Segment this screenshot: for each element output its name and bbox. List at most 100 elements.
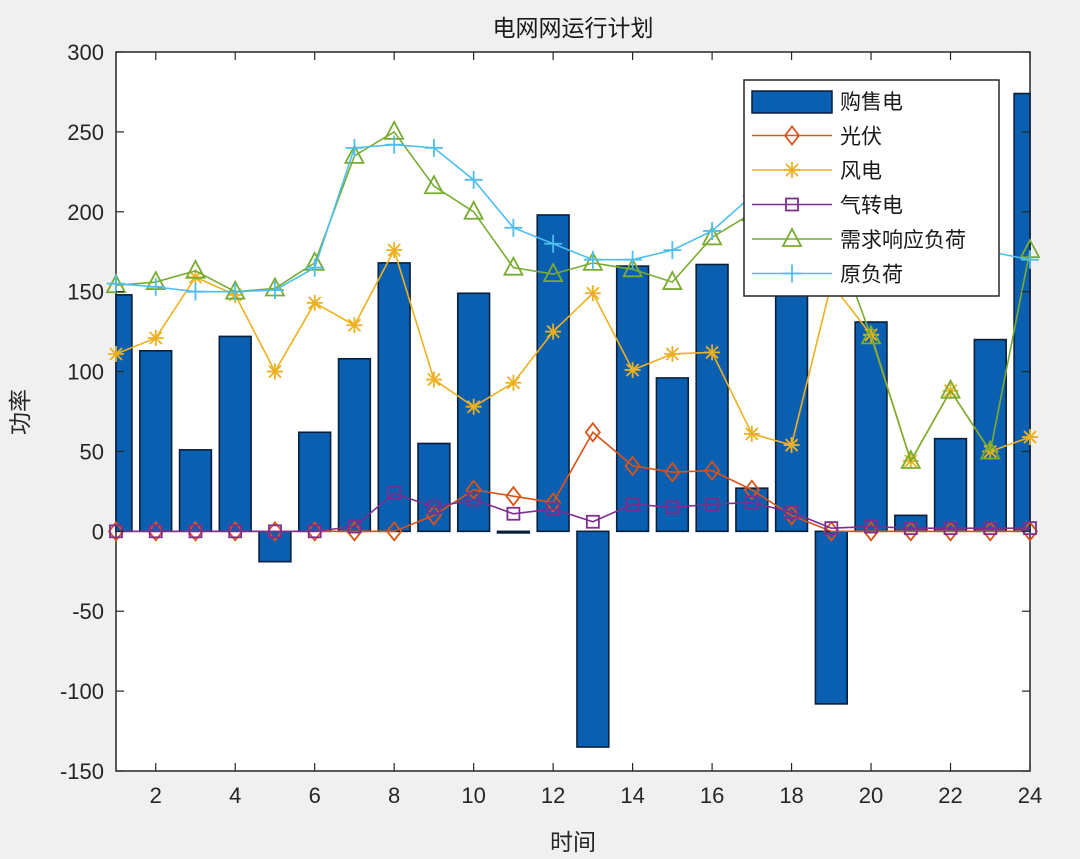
legend-label: 光伏 [840,125,882,149]
series-marker [347,519,362,534]
legend-label: 需求响应负荷 [840,228,966,252]
series-marker [705,497,719,512]
series-marker [506,506,521,521]
series-marker [783,504,800,526]
y-tick-label: 150 [67,280,104,305]
bar [615,265,650,533]
series-marker [979,439,1001,460]
series-marker [544,234,563,253]
y-tick-label: 50 [80,439,104,464]
series-marker [584,421,602,443]
x-tick-label: 12 [541,783,565,808]
y-tick-label: 100 [67,360,104,385]
series-marker [943,521,958,536]
bar [695,263,729,533]
series-marker [545,323,562,340]
series-marker [661,270,683,290]
series-marker [463,199,485,220]
x-tick-label: 16 [700,783,724,808]
series-marker [386,520,403,542]
series-marker [227,520,244,542]
series-marker [423,174,445,195]
series-marker [983,521,998,536]
bar [655,377,690,533]
bar [814,530,848,705]
series-marker [107,520,125,542]
bar [774,250,809,533]
bar [139,349,173,533]
series-marker [346,317,363,334]
x-tick-label: 6 [309,783,321,808]
series-marker [147,330,164,347]
series-marker [665,500,680,515]
series-marker [268,524,282,539]
series-marker [1021,250,1039,269]
x-tick-label: 10 [461,783,485,808]
bar [178,449,213,533]
series-marker [505,485,522,507]
series-marker [940,378,962,399]
series-marker [743,425,760,442]
series-marker [146,277,165,296]
series-marker [424,138,443,157]
legend-marker [783,125,801,146]
x-tick-label: 20 [859,783,883,808]
series-marker [425,371,442,388]
series-marker [108,345,124,362]
series-marker [824,521,839,536]
x-tick-label: 4 [229,783,241,808]
legend-label: 购售电 [840,90,903,114]
series-marker [502,255,524,276]
series-marker [862,520,880,542]
series-marker [228,524,243,539]
series-marker [346,520,363,542]
series-marker [704,344,721,361]
series-marker [306,294,323,311]
series-marker [783,437,800,454]
series-marker [624,361,641,378]
legend-label: 风电 [840,159,882,183]
y-tick-label: -150 [60,759,104,784]
bar [258,530,292,563]
legend-swatch [751,90,833,114]
bar [1013,92,1031,533]
series-marker [903,521,918,536]
bar [854,321,888,533]
series-marker [583,250,602,269]
y-tick-label: -100 [60,679,104,704]
series-marker [147,520,164,542]
series-marker [622,257,644,278]
x-tick-label: 2 [150,783,162,808]
series-marker [584,285,601,302]
series-marker [663,241,682,260]
series-marker [505,374,522,391]
x-tick-label: 24 [1018,783,1042,808]
legend-marker [784,162,800,178]
y-tick-label: 300 [67,40,104,65]
bar [417,442,451,533]
series-marker [266,520,284,542]
x-tick-label: 8 [388,783,400,808]
series-marker [703,460,721,482]
legend-label: 气转电 [840,194,903,218]
legend-box [743,79,1000,297]
series-marker [345,138,364,157]
bar [536,214,570,533]
series-marker [664,345,681,362]
series-marker [226,282,245,301]
x-axis-title: 时间 [550,830,596,856]
series-marker [624,455,641,477]
series-marker [188,524,203,539]
series-marker [343,143,365,164]
series-marker [107,274,125,293]
bar [576,530,610,748]
series-marker [466,492,481,507]
series-marker [187,520,204,542]
series-marker [465,398,482,415]
series-marker [900,449,922,469]
series-marker [386,242,403,259]
series-marker [542,262,564,282]
legend-label: 原负荷 [840,263,903,287]
series-marker [623,250,642,269]
